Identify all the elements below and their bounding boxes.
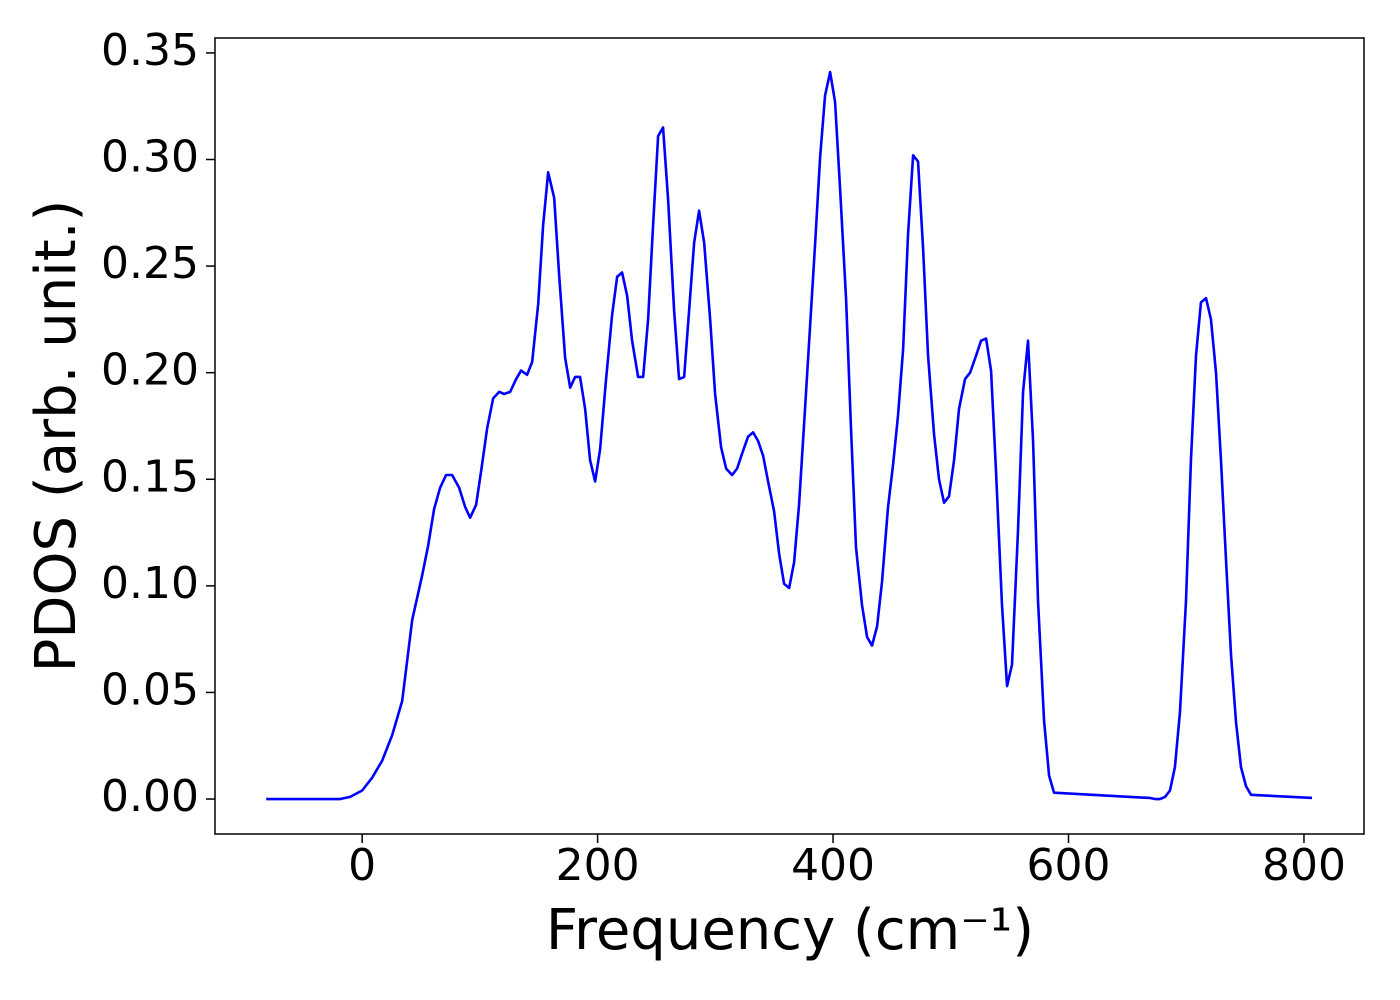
x-tick-label: 200: [556, 840, 640, 891]
x-tick-label: 800: [1262, 840, 1346, 891]
y-tick-label: 0.15: [101, 451, 199, 502]
x-tick-label: 600: [1027, 840, 1111, 891]
data-line: [266, 70, 1313, 801]
y-tick-label: 0.30: [101, 132, 199, 183]
x-axis-label: Frequency (cm⁻¹): [546, 898, 1034, 963]
y-tick-label: 0.10: [101, 558, 199, 609]
y-tick-label: 0.25: [101, 238, 199, 289]
y-tick-label: 0.00: [101, 771, 199, 822]
plot-frame: [214, 37, 1365, 835]
x-tick-label: 400: [791, 840, 875, 891]
y-tick-label: 0.35: [101, 25, 199, 76]
y-tick-label: 0.20: [101, 345, 199, 396]
y-tick-label: 0.05: [101, 664, 199, 715]
y-axis-label: PDOS (arb. unit.): [24, 200, 89, 673]
x-tick-label: 0: [348, 840, 376, 891]
